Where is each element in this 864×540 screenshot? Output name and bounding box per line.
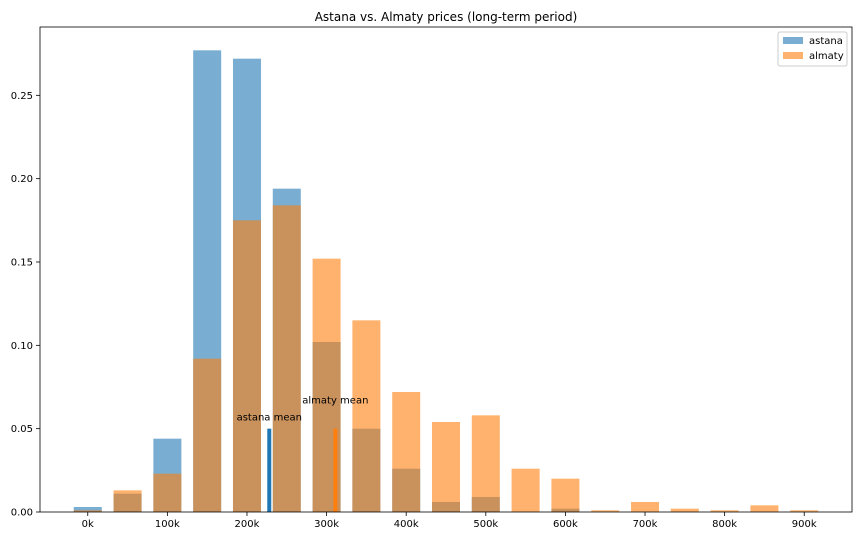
y-tick-label: 0.20 (11, 174, 33, 185)
bar-almaty (471, 415, 500, 512)
bar-almaty (551, 478, 580, 512)
bar-almaty (352, 320, 381, 512)
x-tick-label: 900k (792, 519, 817, 530)
bar-almaty (432, 422, 460, 512)
bar-almaty (232, 220, 261, 512)
x-tick-label: 400k (394, 519, 419, 530)
bar-almaty (153, 473, 182, 512)
bar-almaty (790, 510, 819, 512)
bar-almaty (631, 502, 660, 512)
y-tick-label: 0.10 (11, 341, 33, 352)
y-tick-label: 0.15 (11, 258, 33, 269)
bar-almaty (73, 510, 102, 512)
legend-label: astana (809, 36, 843, 47)
bar-almaty (591, 510, 620, 512)
mean-marker-bar (333, 428, 338, 512)
x-tick-label: 600k (553, 519, 578, 530)
legend-swatch (783, 52, 803, 59)
x-tick-label: 700k (633, 519, 658, 530)
y-tick-label: 0.25 (11, 91, 33, 102)
x-tick-label: 800k (712, 519, 737, 530)
legend: astana almaty (777, 31, 848, 67)
x-tick-label: 200k (235, 519, 260, 530)
plot-frame (39, 26, 853, 513)
x-tick-label: 300k (314, 519, 339, 530)
bar-almaty (113, 490, 142, 512)
x-tick-label: 0k (82, 519, 94, 530)
y-axis: 0.00 0.05 0.10 0.15 0.20 0.25 (11, 91, 40, 519)
chart-title: Astana vs. Almaty prices (long-term peri… (315, 10, 578, 24)
bar-almaty (272, 205, 301, 512)
bar-almaty (392, 392, 421, 512)
bar-almaty (710, 510, 739, 512)
mean-marker-label: almaty mean (302, 396, 368, 407)
legend-swatch (783, 37, 803, 44)
bar-astana (73, 507, 102, 512)
bar-almaty (670, 508, 699, 512)
bar-almaty (193, 358, 222, 512)
x-tick-label: 100k (155, 519, 180, 530)
y-tick-label: 0.00 (11, 508, 33, 519)
legend-label: almaty (809, 51, 844, 62)
bar-almaty (511, 468, 540, 512)
bars-layer (73, 50, 819, 513)
series-almaty (73, 205, 819, 512)
y-tick-label: 0.05 (11, 424, 33, 435)
mean-marker-label: astana mean (237, 412, 302, 423)
bar-almaty (750, 505, 779, 512)
mean-marker-bar (267, 428, 272, 512)
x-tick-label: 500k (473, 519, 498, 530)
x-axis: 0k 100k 200k 300k 400k 500k 600k 700k 800k 900k (82, 512, 817, 530)
